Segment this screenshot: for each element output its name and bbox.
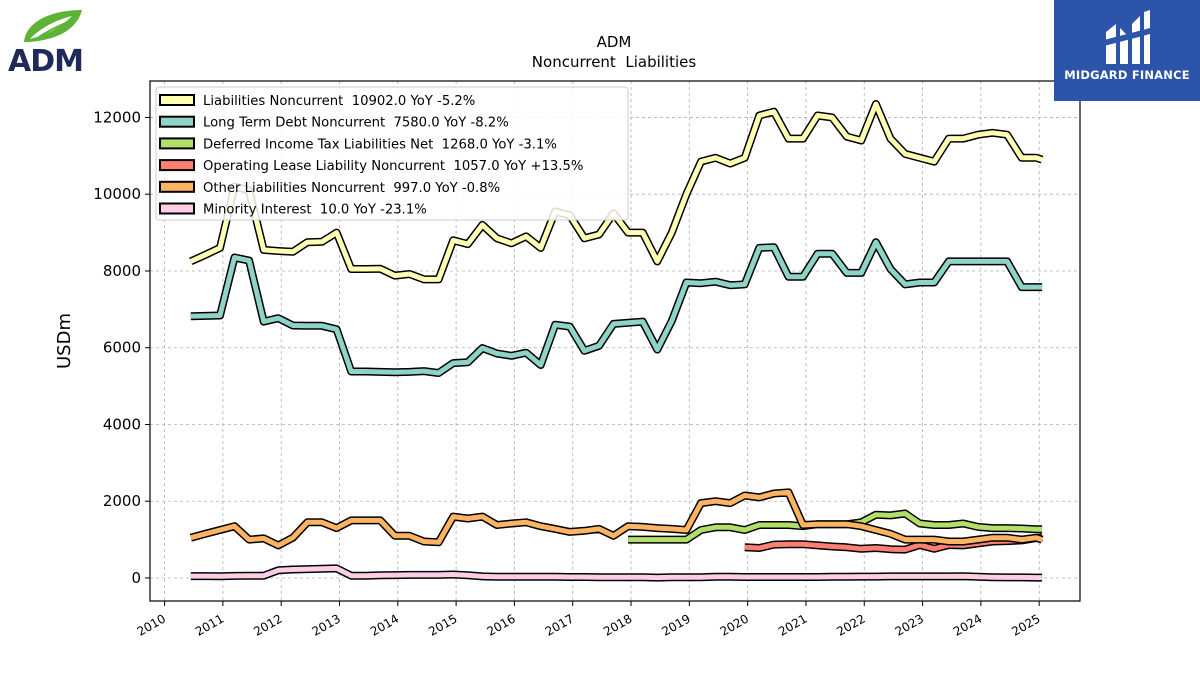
- midgard-finance-text: MIDGARD FINANCE: [1064, 68, 1190, 82]
- adm-logo-text: ADM: [8, 44, 83, 76]
- y-tick-label: 6000: [103, 339, 141, 357]
- x-tick-label: 2017: [543, 611, 576, 638]
- legend-swatch: [159, 115, 195, 128]
- legend-swatch: [159, 94, 195, 106]
- midgard-mark-icon: [1104, 10, 1150, 64]
- legend-entry-label: Liabilities Noncurrent 10902.0 YoY -5.2%: [203, 94, 475, 109]
- y-tick-label: 4000: [103, 415, 141, 433]
- grid: [150, 81, 1080, 601]
- series-line: [190, 239, 1043, 376]
- x-tick-label: 2012: [251, 611, 284, 638]
- legend-entry-label: Deferred Income Tax Liabilities Net 1268…: [203, 137, 557, 152]
- chart-subtitle: Noncurrent Liabilities: [532, 53, 697, 71]
- x-tick-label: 2011: [193, 611, 226, 638]
- chart-title: ADM: [597, 33, 632, 51]
- legend-entry-label: Other Liabilities Noncurrent 997.0 YoY -…: [203, 181, 500, 196]
- legend-swatch: [159, 137, 195, 150]
- x-tick-label: 2020: [718, 611, 751, 638]
- series-lines: [189, 100, 1044, 582]
- plot-area-frame: [149, 80, 1081, 602]
- series-line-outline: [190, 238, 1043, 377]
- legend: Liabilities Noncurrent 10902.0 YoY -5.2%…: [155, 86, 629, 221]
- leaf-icon: [24, 10, 82, 42]
- y-tick-label: 8000: [103, 262, 141, 280]
- y-tick-label: 2000: [103, 492, 141, 510]
- x-tick-label: 2015: [426, 611, 459, 638]
- x-tick-label: 2019: [659, 611, 692, 638]
- x-tick-label: 2021: [776, 611, 809, 638]
- legend-frame: [155, 86, 629, 221]
- x-tick-label: 2018: [601, 611, 634, 638]
- legend-swatch: [159, 180, 195, 193]
- x-tick-label: 2022: [834, 611, 867, 638]
- x-tick-label: 2024: [951, 611, 984, 638]
- legend-entry-label: Minority Interest 10.0 YoY -23.1%: [203, 203, 427, 218]
- x-tick-label: 2025: [1009, 611, 1042, 638]
- series-line: [190, 565, 1043, 581]
- x-tick-label: 2016: [484, 611, 517, 638]
- x-tick-label: 2014: [368, 611, 401, 638]
- x-tick-label: 2010: [135, 611, 168, 638]
- midgard-finance-logo: MIDGARD FINANCE: [1054, 0, 1200, 101]
- series-line: [190, 489, 1043, 548]
- y-tick-label: 12000: [93, 108, 141, 126]
- y-axis-label: USDm: [54, 313, 75, 369]
- legend-entry-label: Long Term Debt Noncurrent 7580.0 YoY -8.…: [203, 116, 509, 131]
- x-tick-label: 2023: [893, 611, 926, 638]
- y-tick-label: 0: [131, 569, 141, 587]
- legend-swatch: [159, 202, 195, 215]
- adm-logo: ADM: [8, 10, 84, 76]
- x-tick-label: 2013: [310, 611, 343, 638]
- legend-swatch: [159, 159, 195, 172]
- series-line: [189, 101, 1043, 282]
- legend-entry-label: Operating Lease Liability Noncurrent 105…: [203, 159, 583, 174]
- y-tick-label: 10000: [93, 185, 141, 203]
